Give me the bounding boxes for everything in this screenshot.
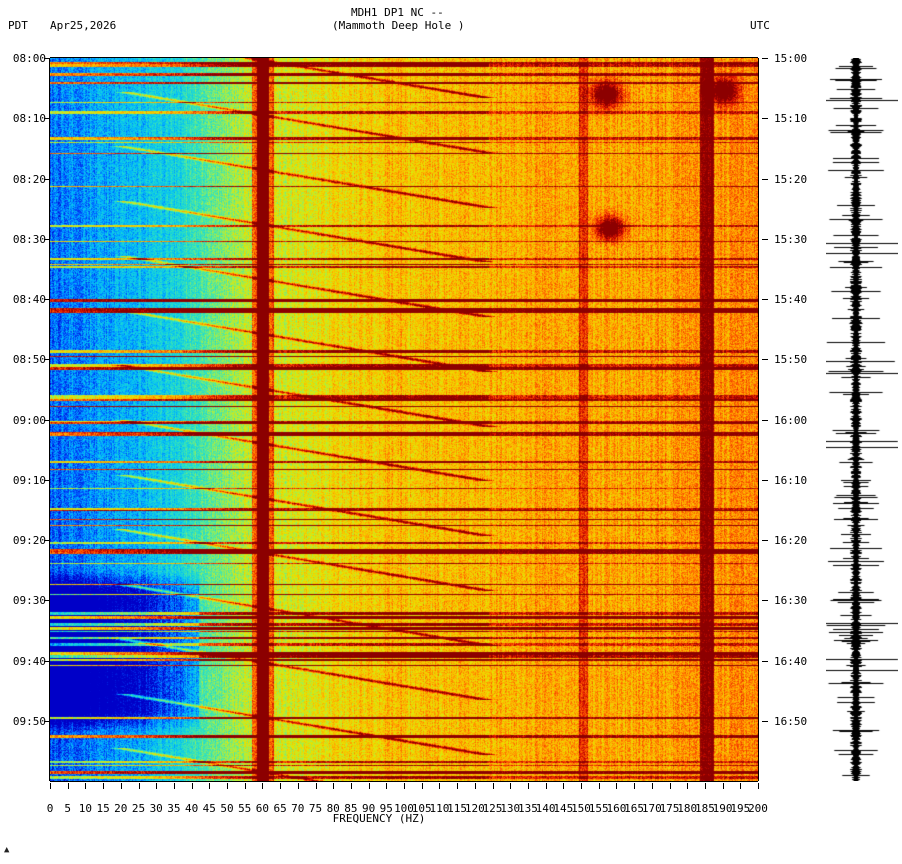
time-axis-pdt: 08:00 08:10 08:20 08:30 08:40 08:50 09:00 09:10… (0, 52, 50, 781)
frequency-tick: 150 (571, 802, 591, 815)
frequency-tick: 110 (429, 802, 450, 815)
timezone-label-right: UTC (750, 19, 770, 32)
frequency-tick: 195 (730, 802, 751, 815)
frequency-tick: 135 (517, 802, 538, 815)
frequency-tick: 180 (677, 802, 698, 815)
frequency-axis-label: FREQUENCY (HZ) (332, 812, 426, 825)
frequency-tick: 190 (712, 802, 733, 815)
frequency-tick: 70 (291, 802, 305, 815)
frequency-axis: 0 5 10 15 20 25 30 35 40 45 50 55 60 65 70 75 80 85 90 95 10… (0, 783, 902, 815)
frequency-tick: 5 (64, 802, 71, 815)
frequency-tick: 20 (114, 802, 128, 815)
time-tick-utc: 16:30 (774, 594, 808, 608)
frequency-tick: 105 (411, 802, 432, 815)
frequency-tick: 90 (361, 802, 376, 815)
time-tick-pdt: 08:30 (12, 232, 46, 246)
helicorder-trace (826, 58, 898, 781)
time-tick-pdt: 08:20 (12, 172, 46, 186)
time-tick-utc: 15:40 (774, 293, 808, 306)
frequency-tick: 165 (624, 802, 645, 815)
time-tick-pdt: 08:00 (12, 52, 46, 65)
time-tick-pdt: 09:40 (12, 654, 46, 668)
time-tick-utc: 16:00 (774, 413, 808, 427)
frequency-tick: 45 (202, 802, 216, 815)
frequency-tick: 10 (78, 802, 93, 815)
frequency-tick: 35 (167, 802, 181, 815)
frequency-tick: 185 (694, 802, 715, 815)
time-tick-pdt: 09:50 (12, 714, 46, 728)
spectrogram-plot (50, 58, 758, 781)
time-tick-utc: 15:20 (774, 172, 808, 186)
frequency-tick: 155 (588, 802, 609, 815)
timezone-label-left: PDT (8, 19, 28, 32)
frequency-tick: 170 (641, 802, 662, 815)
frequency-tick: 0 (46, 802, 54, 815)
frequency-tick: 160 (606, 802, 627, 815)
time-tick-pdt: 09:30 (12, 594, 46, 608)
time-tick-pdt: 08:40 (12, 293, 46, 306)
frequency-tick: 115 (447, 802, 468, 815)
time-tick-utc: 15:30 (774, 232, 808, 246)
time-tick-utc: 15:00 (774, 52, 808, 65)
frequency-tick: 120 (464, 802, 485, 815)
date-label: Apr25,2026 (50, 19, 117, 32)
frequency-tick: 175 (659, 802, 680, 815)
frequency-tick: 130 (500, 802, 521, 815)
frequency-tick: 55 (238, 802, 252, 815)
frequency-tick: 80 (326, 802, 340, 815)
frequency-tick: 125 (482, 802, 503, 815)
time-tick-pdt: 08:50 (12, 353, 46, 367)
frequency-tick: 40 (184, 802, 199, 815)
page-title: MDH1 DP1 NC -- (351, 6, 444, 19)
frequency-tick: 65 (273, 802, 287, 815)
station-subtitle: (Mammoth Deep Hole ) (332, 19, 465, 32)
frequency-tick: 30 (149, 802, 163, 815)
frequency-tick: 95 (379, 802, 393, 815)
frequency-tick: 145 (553, 802, 574, 815)
frequency-tick: 75 (308, 802, 323, 815)
time-tick-utc: 15:10 (774, 112, 808, 126)
frequency-tick: 100 (394, 802, 414, 815)
time-tick-utc: 16:10 (774, 473, 808, 487)
frequency-tick: 85 (344, 802, 358, 815)
frequency-tick: 25 (131, 802, 146, 815)
corner-mark: ▲ (4, 845, 10, 855)
time-tick-utc: 15:50 (774, 353, 808, 367)
frequency-tick: 60 (255, 802, 270, 815)
time-axis-utc: 15:00 15:10 15:20 15:30 15:40 15:50 16:00 16:10… (762, 52, 822, 781)
frequency-tick: 200 (748, 802, 768, 815)
time-tick-pdt: 09:20 (12, 534, 46, 547)
frequency-tick: 50 (220, 802, 234, 815)
time-tick-utc: 16:50 (774, 714, 808, 728)
time-tick-pdt: 09:10 (12, 473, 46, 487)
time-tick-utc: 16:40 (774, 654, 808, 668)
frequency-tick: 15 (96, 802, 110, 815)
time-tick-pdt: 09:00 (12, 413, 46, 427)
time-tick-pdt: 08:10 (12, 112, 46, 126)
frequency-tick: 140 (535, 802, 556, 815)
time-tick-utc: 16:20 (774, 534, 808, 547)
